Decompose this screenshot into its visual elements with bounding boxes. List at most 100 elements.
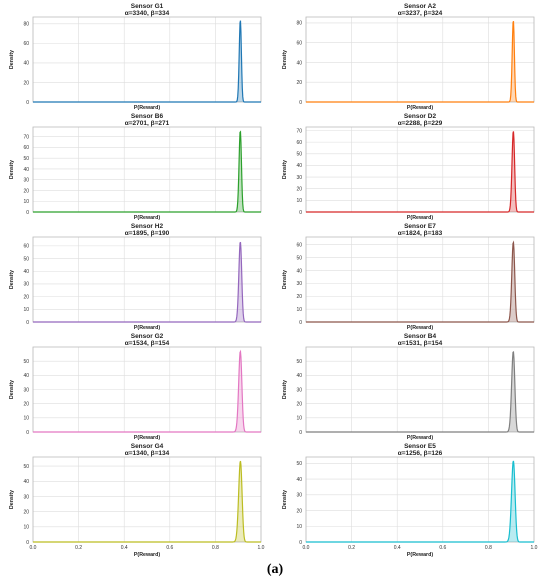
y-tick-label: 10 <box>23 525 29 531</box>
density-line <box>33 130 261 213</box>
y-tick-label: 20 <box>23 188 29 194</box>
y-tick-label: 60 <box>296 40 302 46</box>
chart-title: Sensor B6 <box>131 113 164 120</box>
y-tick-label: 70 <box>23 134 29 140</box>
x-axis-label: P(Reward) <box>407 435 433 441</box>
density-area <box>306 131 534 212</box>
density-area <box>33 242 261 322</box>
y-tick-label: 30 <box>296 281 302 287</box>
y-tick-label: 50 <box>296 255 302 261</box>
chart-subtitle: α=1824, β=183 <box>398 230 443 237</box>
plot-frame <box>305 16 535 103</box>
y-tick-label: 50 <box>23 359 29 365</box>
y-axis-label: Density <box>282 50 288 69</box>
y-tick-label: 0 <box>299 430 302 436</box>
y-tick-label: 0 <box>26 540 29 546</box>
density-area <box>33 20 261 102</box>
chart-title: Sensor D2 <box>404 113 437 120</box>
chart-subtitle: α=3237, β=324 <box>398 10 443 17</box>
y-tick-label: 10 <box>296 307 302 313</box>
chart-title: Sensor G4 <box>131 443 164 450</box>
chart-panel-sensor-b6: Sensor B6α=2701, β=271 0 10 20 30 40 50 60 70 P(R… <box>9 113 262 221</box>
y-tick-label: 20 <box>23 294 29 300</box>
y-axis-label: Density <box>9 380 15 399</box>
figure-caption: (a) <box>266 562 284 577</box>
x-tick-label: 0.2 <box>348 545 355 551</box>
chart-subtitle: α=1531, β=154 <box>398 340 443 347</box>
y-tick-label: 60 <box>296 243 302 249</box>
y-axis-label: Density <box>282 160 288 179</box>
x-axis-label: P(Reward) <box>407 105 433 111</box>
density-area <box>306 460 534 542</box>
density-area <box>306 242 534 322</box>
y-tick-label: 50 <box>296 359 302 365</box>
density-area <box>306 21 534 102</box>
density-line <box>306 240 534 323</box>
y-tick-label: 40 <box>296 163 302 169</box>
x-axis-label: P(Reward) <box>407 215 433 221</box>
y-axis-label: Density <box>9 490 15 509</box>
y-axis-label: Density <box>9 270 15 289</box>
chart-panel-sensor-d2: Sensor D2α=2288, β=229 0 10 20 30 40 50 60 70 P(R… <box>282 113 535 221</box>
x-tick-label: 0.8 <box>212 545 219 551</box>
y-tick-label: 0 <box>26 100 29 106</box>
density-area <box>33 131 261 212</box>
y-tick-label: 30 <box>23 494 29 500</box>
chart-subtitle: α=2701, β=271 <box>125 120 170 127</box>
x-axis-label: P(Reward) <box>134 325 160 331</box>
plot-frame <box>305 126 535 213</box>
y-tick-label: 20 <box>296 187 302 193</box>
x-tick-label: 0.2 <box>75 545 82 551</box>
y-tick-label: 50 <box>23 464 29 470</box>
y-tick-label: 0 <box>299 540 302 546</box>
y-tick-label: 0 <box>299 320 302 326</box>
y-tick-label: 0 <box>26 430 29 436</box>
density-line <box>306 350 534 433</box>
y-tick-label: 30 <box>296 175 302 181</box>
y-tick-label: 60 <box>23 244 29 250</box>
chart-title: Sensor B4 <box>404 333 437 340</box>
y-tick-label: 40 <box>296 373 302 379</box>
x-axis-label: P(Reward) <box>134 552 160 558</box>
y-tick-label: 30 <box>296 493 302 499</box>
y-tick-label: 80 <box>23 22 29 28</box>
density-line <box>306 460 534 543</box>
plot-frame <box>305 456 535 543</box>
x-axis-label: P(Reward) <box>134 435 160 441</box>
y-tick-label: 10 <box>23 199 29 205</box>
y-tick-label: 40 <box>23 269 29 275</box>
x-axis-label: P(Reward) <box>407 325 433 331</box>
y-tick-label: 20 <box>296 294 302 300</box>
chart-title: Sensor E7 <box>404 223 436 230</box>
y-tick-label: 10 <box>23 416 29 422</box>
y-tick-label: 60 <box>23 145 29 151</box>
chart-title: Sensor G2 <box>131 333 164 340</box>
y-tick-label: 70 <box>296 128 302 134</box>
y-tick-label: 0 <box>299 100 302 106</box>
y-tick-label: 40 <box>23 479 29 485</box>
y-tick-label: 50 <box>23 156 29 162</box>
plot-frame <box>32 126 262 213</box>
x-tick-label: 1.0 <box>258 545 265 551</box>
x-tick-label: 0.0 <box>303 545 310 551</box>
y-tick-label: 40 <box>296 60 302 66</box>
y-tick-label: 0 <box>26 320 29 326</box>
chart-subtitle: α=1895, β=190 <box>125 230 170 237</box>
density-line <box>33 349 261 433</box>
y-tick-label: 20 <box>23 509 29 515</box>
y-tick-label: 50 <box>296 152 302 158</box>
plot-frame <box>32 16 262 103</box>
y-tick-label: 40 <box>23 373 29 379</box>
y-tick-label: 10 <box>296 198 302 204</box>
x-axis-label: P(Reward) <box>134 105 160 111</box>
chart-subtitle: α=2288, β=229 <box>398 120 443 127</box>
y-tick-label: 50 <box>23 256 29 262</box>
y-tick-label: 0 <box>299 210 302 216</box>
chart-subtitle: α=1256, β=126 <box>398 450 443 457</box>
y-axis-label: Density <box>9 50 15 69</box>
sensor-density-grid: Sensor G1α=3340, β=334 0 20 40 60 80 P(Reward)… <box>9 3 538 558</box>
x-tick-label: 0.4 <box>394 545 401 551</box>
y-tick-label: 10 <box>296 524 302 530</box>
x-tick-label: 0.0 <box>30 545 37 551</box>
chart-panel-sensor-g1: Sensor G1α=3340, β=334 0 20 40 60 80 P(Reward)… <box>9 3 262 111</box>
